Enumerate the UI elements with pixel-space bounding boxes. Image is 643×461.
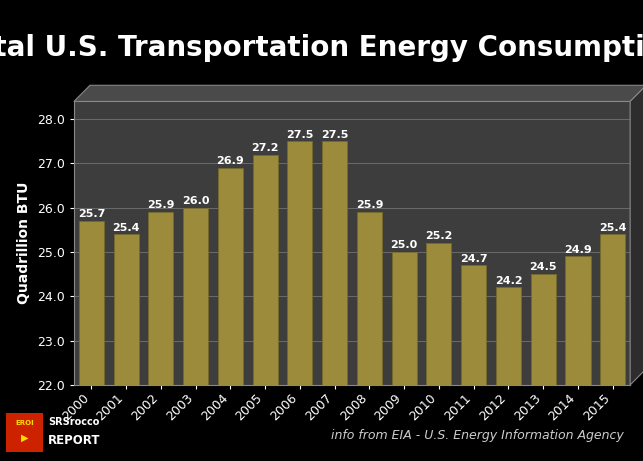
Bar (496, 288, 521, 385)
Text: 26.0: 26.0 (182, 196, 210, 206)
Text: 24.5: 24.5 (529, 262, 557, 272)
Bar (149, 212, 174, 385)
Text: 24.2: 24.2 (494, 276, 522, 286)
Bar (601, 234, 625, 385)
Bar (392, 252, 417, 385)
Bar (565, 256, 590, 385)
Text: 26.9: 26.9 (217, 156, 244, 166)
Bar (183, 208, 208, 385)
Bar (357, 212, 382, 385)
Text: REPORT: REPORT (48, 434, 100, 447)
Bar (322, 141, 347, 385)
Bar (426, 243, 451, 385)
Text: 25.9: 25.9 (356, 201, 383, 210)
Text: 27.5: 27.5 (286, 130, 314, 140)
Text: 27.5: 27.5 (321, 130, 349, 140)
Text: 25.4: 25.4 (599, 223, 626, 232)
Bar (287, 141, 312, 385)
Text: SRSrocco: SRSrocco (48, 417, 100, 427)
Bar (218, 168, 243, 385)
Text: 24.7: 24.7 (460, 254, 487, 264)
Text: 25.7: 25.7 (78, 209, 105, 219)
Bar (79, 221, 104, 385)
Text: 25.2: 25.2 (425, 231, 453, 242)
Text: 27.2: 27.2 (251, 143, 279, 153)
Bar (6, 413, 44, 452)
Text: Total U.S. Transportation Energy Consumption: Total U.S. Transportation Energy Consump… (0, 35, 643, 62)
Y-axis label: Quadrillion BTU: Quadrillion BTU (17, 182, 32, 304)
Text: 25.9: 25.9 (147, 201, 175, 210)
Text: info from EIA - U.S. Energy Information Agency: info from EIA - U.S. Energy Information … (331, 429, 624, 442)
Bar (530, 274, 556, 385)
Text: 24.9: 24.9 (564, 245, 592, 254)
Text: EROI: EROI (15, 420, 34, 426)
Bar (253, 154, 278, 385)
Text: 25.0: 25.0 (390, 240, 418, 250)
Text: ▶: ▶ (21, 433, 29, 443)
Bar (461, 266, 486, 385)
Bar (114, 234, 139, 385)
Text: 25.4: 25.4 (113, 223, 140, 232)
